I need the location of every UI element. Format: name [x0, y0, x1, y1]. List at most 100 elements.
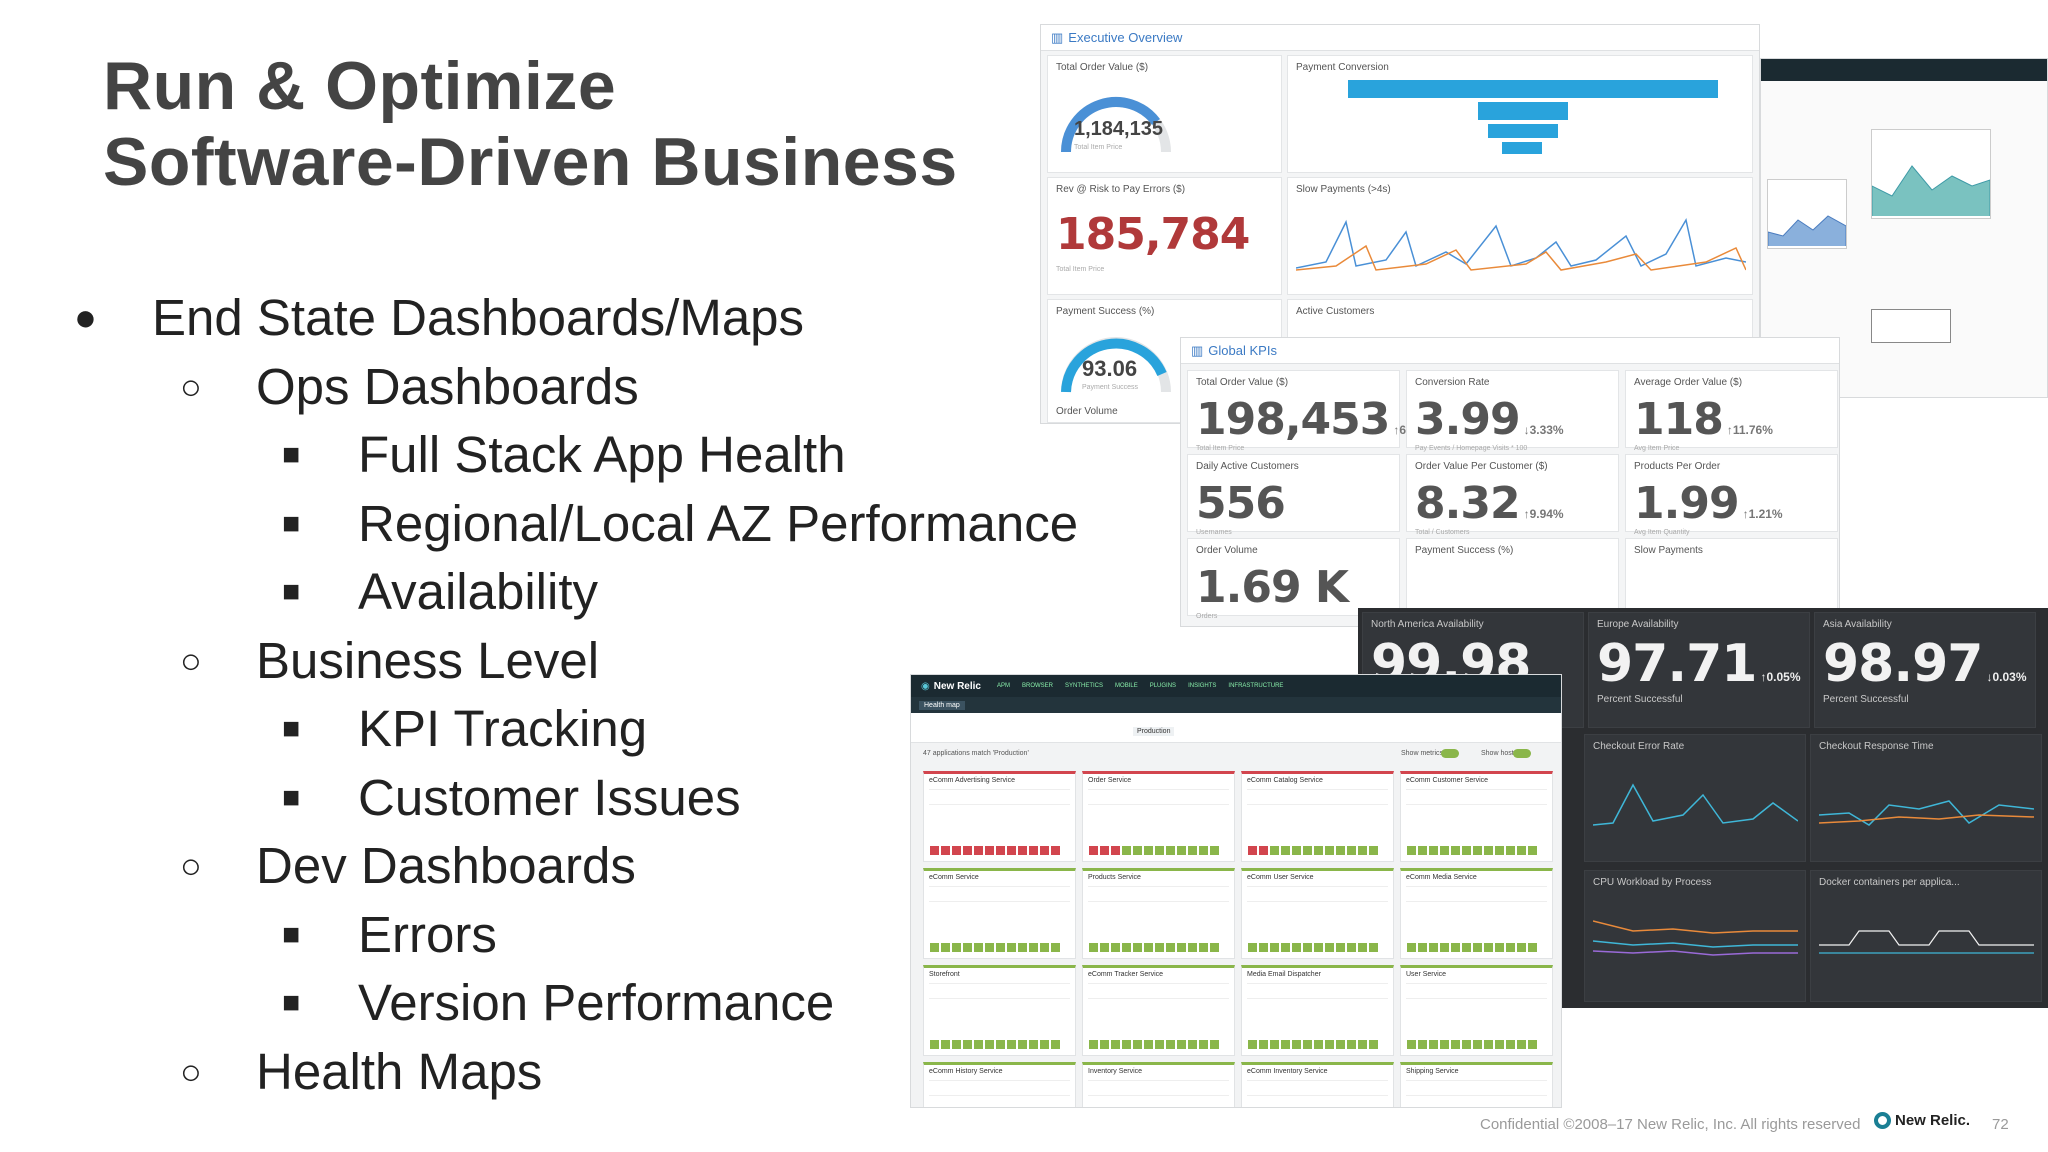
kpi-value: 198,453 — [1196, 394, 1390, 445]
toggle-icon[interactable] — [1441, 749, 1459, 758]
kpi-value: 1.69 K — [1196, 562, 1349, 613]
kpi-tile: Payment Success (%) — [1406, 538, 1619, 616]
app-health-card[interactable]: Storefront — [923, 965, 1076, 1056]
nav-item[interactable]: PLUGINS — [1149, 683, 1177, 689]
app-health-card[interactable]: User Service — [1400, 965, 1553, 1056]
nav-item[interactable]: INFRASTRUCTURE — [1228, 683, 1284, 689]
new-relic-nav-bar: ◉ New Relic APM BROWSER SYNTHETICS MOBILE PL… — [911, 675, 1561, 697]
checkout-error-rate-chart: Checkout Error Rate — [1584, 734, 1806, 862]
health-map-dashboard: ◉ New Relic APM BROWSER SYNTHETICS MOBILE PL… — [910, 674, 1562, 1108]
bullet-text: Ops Dashboards — [256, 357, 639, 415]
executive-overview-dashboard: ▥ Executive Overview Total Order Value (… — [1040, 24, 1760, 424]
bullet-marker: ■ — [282, 438, 301, 471]
app-name: eComm Service — [929, 874, 979, 881]
bullet-marker: ● — [74, 297, 97, 339]
chart-icon: ▥ — [1191, 342, 1204, 358]
availability-change: ↑0.05% — [1760, 670, 1801, 684]
chart-icon: ▥ — [1051, 29, 1064, 45]
nav-item[interactable]: MOBILE — [1115, 683, 1138, 689]
app-health-card[interactable]: eComm Customer Service — [1400, 771, 1553, 862]
kpi-value: 3.99 — [1415, 394, 1521, 445]
bullet-marker: ■ — [282, 917, 301, 951]
toggle-icon[interactable] — [1513, 749, 1531, 758]
availability-change: ↓0.03% — [1986, 670, 2027, 684]
bullet-text: KPI Tracking — [358, 700, 648, 757]
app-health-card[interactable]: eComm Catalog Service — [1241, 771, 1394, 862]
host-cells — [930, 846, 1060, 855]
bullet-marker: ○ — [180, 639, 202, 681]
nav-item[interactable]: SYNTHETICS — [1065, 683, 1104, 689]
app-health-card[interactable]: eComm Service — [923, 868, 1076, 959]
kpi-change: ↑9.94% — [1523, 507, 1564, 521]
response-time-line — [1819, 800, 2034, 826]
kpi-tile: Slow Payments — [1625, 538, 1838, 616]
kpi-value: 118 — [1634, 394, 1724, 445]
app-health-card[interactable]: eComm Media Service — [1400, 868, 1553, 959]
payment-conversion-tile: Payment Conversion — [1287, 55, 1753, 173]
bullet-text: End State Dashboards/Maps — [152, 289, 805, 346]
bullet-marker: ■ — [282, 506, 301, 540]
bullet-text: Customer Issues — [358, 768, 741, 826]
show-metrics-toggle[interactable]: Show metrics — [1401, 750, 1444, 757]
availability-value: 97.71 — [1597, 634, 1757, 694]
kpi-value: 556 — [1196, 478, 1286, 529]
gauge-icon — [1061, 97, 1171, 153]
global-kpis-dashboard: ▥ Global KPIs Total Order Value ($) 198,4… — [1180, 337, 1840, 627]
kpi-tile: Average Order Value ($) 118 ↑11.76% Avg Ite… — [1625, 370, 1838, 452]
app-health-card[interactable]: Order Service — [1082, 771, 1235, 862]
slow-payments-tile: Slow Payments (>4s) — [1287, 177, 1753, 295]
app-health-card[interactable]: Shipping Service — [1400, 1062, 1553, 1107]
app-name: User Service — [1406, 971, 1447, 978]
show-hosts-toggle[interactable]: Show hosts — [1481, 750, 1518, 757]
app-health-card[interactable]: eComm User Service — [1241, 868, 1394, 959]
nav-item[interactable]: INSIGHTS — [1188, 683, 1217, 689]
availability-tile: Europe Availability 97.71 ↑0.05% Percent Su… — [1588, 612, 1810, 728]
nav-item[interactable]: BROWSER — [1022, 683, 1054, 689]
bullet-text: Dev Dashboards — [256, 837, 636, 894]
cpu-workload-chart: CPU Workload by Process — [1584, 870, 1806, 1002]
host-cells — [1089, 943, 1219, 952]
app-health-card[interactable]: Products Service — [1082, 868, 1235, 959]
availability-tile: Asia Availability 98.97 ↓0.03% Percent Succ… — [1814, 612, 2036, 728]
app-health-card[interactable]: eComm History Service — [923, 1062, 1076, 1107]
tab-health-map[interactable]: Health map — [919, 700, 965, 710]
app-health-card[interactable]: eComm Tracker Service — [1082, 965, 1235, 1056]
docker-containers-chart: Docker containers per applica... — [1810, 870, 2042, 1002]
bullet-text: Full Stack App Health — [358, 426, 846, 483]
cpu-lines — [1593, 920, 1798, 956]
filter-production[interactable]: Production — [1133, 727, 1175, 736]
kpi-tile: Total Order Value ($)198,453↑6.40%Total … — [1187, 370, 1433, 452]
app-health-card[interactable]: eComm Inventory Service — [1241, 1062, 1394, 1107]
applications-count: 47 applications match 'Production' — [923, 750, 1029, 757]
kpi-tile: Order Value Per Customer ($) 8.32 ↑9.94% To… — [1406, 454, 1619, 536]
app-health-card[interactable]: Media Email Dispatcher — [1241, 965, 1394, 1056]
error-rate-line — [1593, 783, 1798, 826]
bullet-text: Availability — [358, 563, 599, 620]
kpi-change: ↓3.33% — [1523, 423, 1564, 437]
new-relic-logo-icon — [1874, 1112, 1891, 1129]
service-chart — [1872, 165, 1990, 216]
bullet-marker: ■ — [282, 575, 301, 608]
nav-item[interactable]: APM — [996, 683, 1010, 689]
app-name: eComm Advertising Service — [929, 777, 1015, 784]
brand-label: New Relic — [933, 680, 981, 692]
slide-title: Run & Optimize Software-Driven Business — [103, 48, 958, 200]
host-cells — [1407, 846, 1537, 855]
bullet-text: Business Level — [256, 631, 600, 689]
app-health-card[interactable]: Inventory Service — [1082, 1062, 1235, 1107]
bullet-text: Version Performance — [358, 974, 835, 1031]
kpi-change: ↑1.21% — [1742, 507, 1783, 521]
host-cells — [930, 943, 1060, 952]
app-health-card[interactable]: eComm Advertising Service — [923, 771, 1076, 862]
executive-overview-header: ▥ Executive Overview — [1041, 25, 1759, 51]
bullet-marker: ■ — [282, 780, 301, 814]
bullet-text: Health Maps — [256, 1042, 543, 1100]
kpi-tile: Order Volume 1.69 K Orders — [1187, 538, 1400, 620]
app-name: Storefront — [929, 971, 960, 978]
total-order-tile: Total Order Value ($) 1,184,135 Total It… — [1047, 55, 1282, 173]
app-name: eComm User Service — [1247, 874, 1314, 881]
bullet-marker: ○ — [180, 845, 202, 886]
service-chart — [1768, 215, 1846, 246]
bullet-marker: ■ — [282, 986, 301, 1019]
bullet-marker: ○ — [180, 1050, 202, 1092]
